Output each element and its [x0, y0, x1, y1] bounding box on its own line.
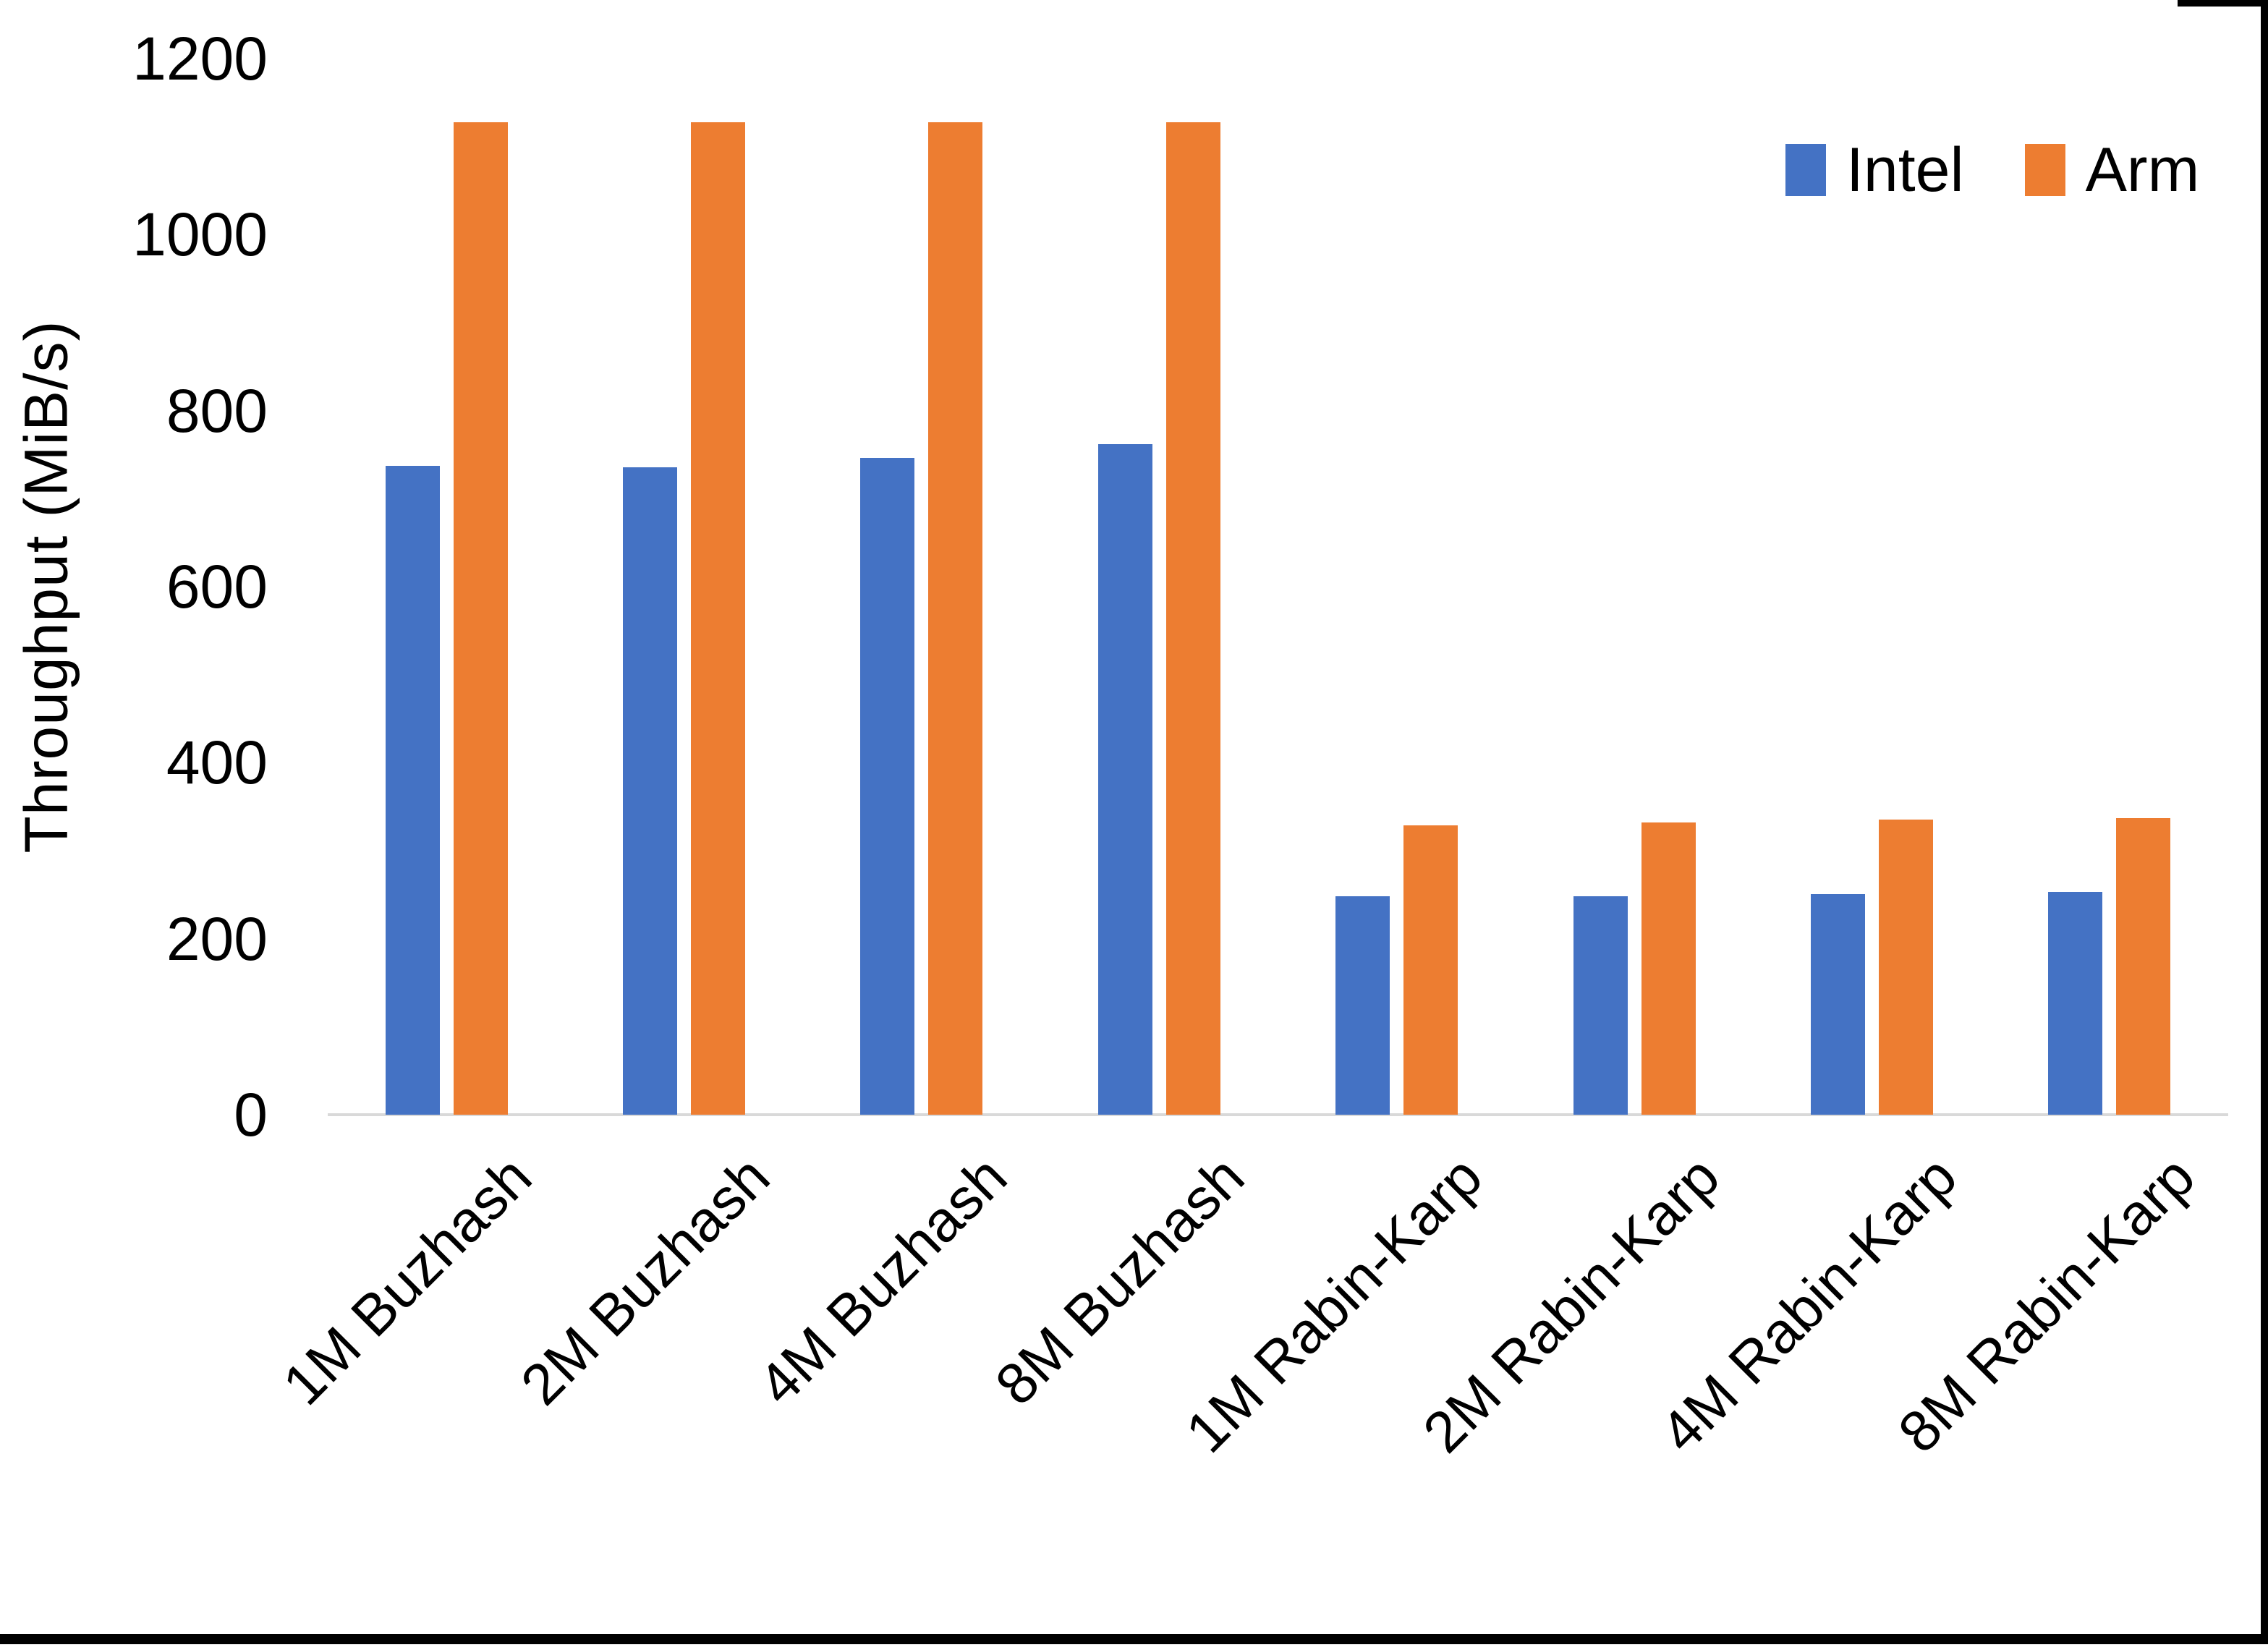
bar-intel-8m-rabin-karp: [2048, 892, 2103, 1115]
screenshot-bottom-border: [0, 1634, 2268, 1644]
legend-label-arm: Arm: [2085, 135, 2200, 205]
x-axis-label-1m-rabin-karp: 1M Rabin-Karp: [1173, 1144, 1495, 1465]
intel-series-swatch-icon: [1785, 144, 1826, 196]
bar-intel-2m-rabin-karp: [1573, 896, 1628, 1115]
x-axis-label-4m-rabin-karp: 4M Rabin-Karp: [1648, 1144, 1969, 1465]
x-axis-line: [328, 1113, 2228, 1116]
legend-item-intel: Intel: [1785, 139, 1964, 201]
screenshot-top-right-edge: [2178, 0, 2268, 7]
y-axis-tick-200: 200: [166, 904, 268, 973]
bar-arm-1m-rabin-karp: [1403, 825, 1458, 1115]
y-axis-tick-1000: 1000: [132, 200, 268, 269]
legend-label-intel: Intel: [1846, 135, 1964, 205]
bar-arm-8m-buzhash: [1165, 122, 1220, 1115]
y-axis-tick-600: 600: [166, 553, 268, 621]
y-axis-tick-1200: 1200: [132, 25, 268, 93]
x-axis-label-1m-buzhash: 1M Buzhash: [271, 1144, 544, 1417]
bar-arm-1m-buzhash: [453, 122, 508, 1115]
x-axis-label-8m-rabin-karp: 8M Rabin-Karp: [1885, 1144, 2207, 1465]
bar-intel-2m-buzhash: [623, 467, 678, 1115]
bar-intel-8m-buzhash: [1097, 443, 1152, 1115]
bar-arm-4m-rabin-karp: [1878, 820, 1933, 1115]
bar-intel-4m-buzhash: [860, 458, 915, 1115]
y-axis-tick-400: 400: [166, 728, 268, 797]
x-axis-label-2m-rabin-karp: 2M Rabin-Karp: [1411, 1144, 1732, 1465]
bar-arm-4m-buzhash: [928, 122, 983, 1115]
arm-series-swatch-icon: [2024, 144, 2065, 196]
bar-arm-8m-rabin-karp: [2116, 817, 2171, 1115]
bar-intel-1m-rabin-karp: [1335, 896, 1390, 1115]
legend: Intel Arm: [1785, 139, 2199, 201]
screenshot-right-border: [2261, 0, 2268, 1644]
x-axis-label-8m-buzhash: 8M Buzhash: [983, 1144, 1257, 1417]
bar-arm-2m-rabin-karp: [1641, 822, 1696, 1115]
legend-item-arm: Arm: [2024, 135, 2200, 205]
y-axis-tick-800: 800: [166, 376, 268, 445]
x-axis-label-2m-buzhash: 2M Buzhash: [508, 1144, 781, 1417]
bar-arm-2m-buzhash: [691, 122, 746, 1115]
y-axis-tick-0: 0: [234, 1081, 268, 1149]
x-axis-label-4m-buzhash: 4M Buzhash: [745, 1144, 1019, 1417]
bar-intel-1m-buzhash: [385, 466, 440, 1115]
bar-intel-4m-rabin-karp: [1810, 893, 1865, 1115]
